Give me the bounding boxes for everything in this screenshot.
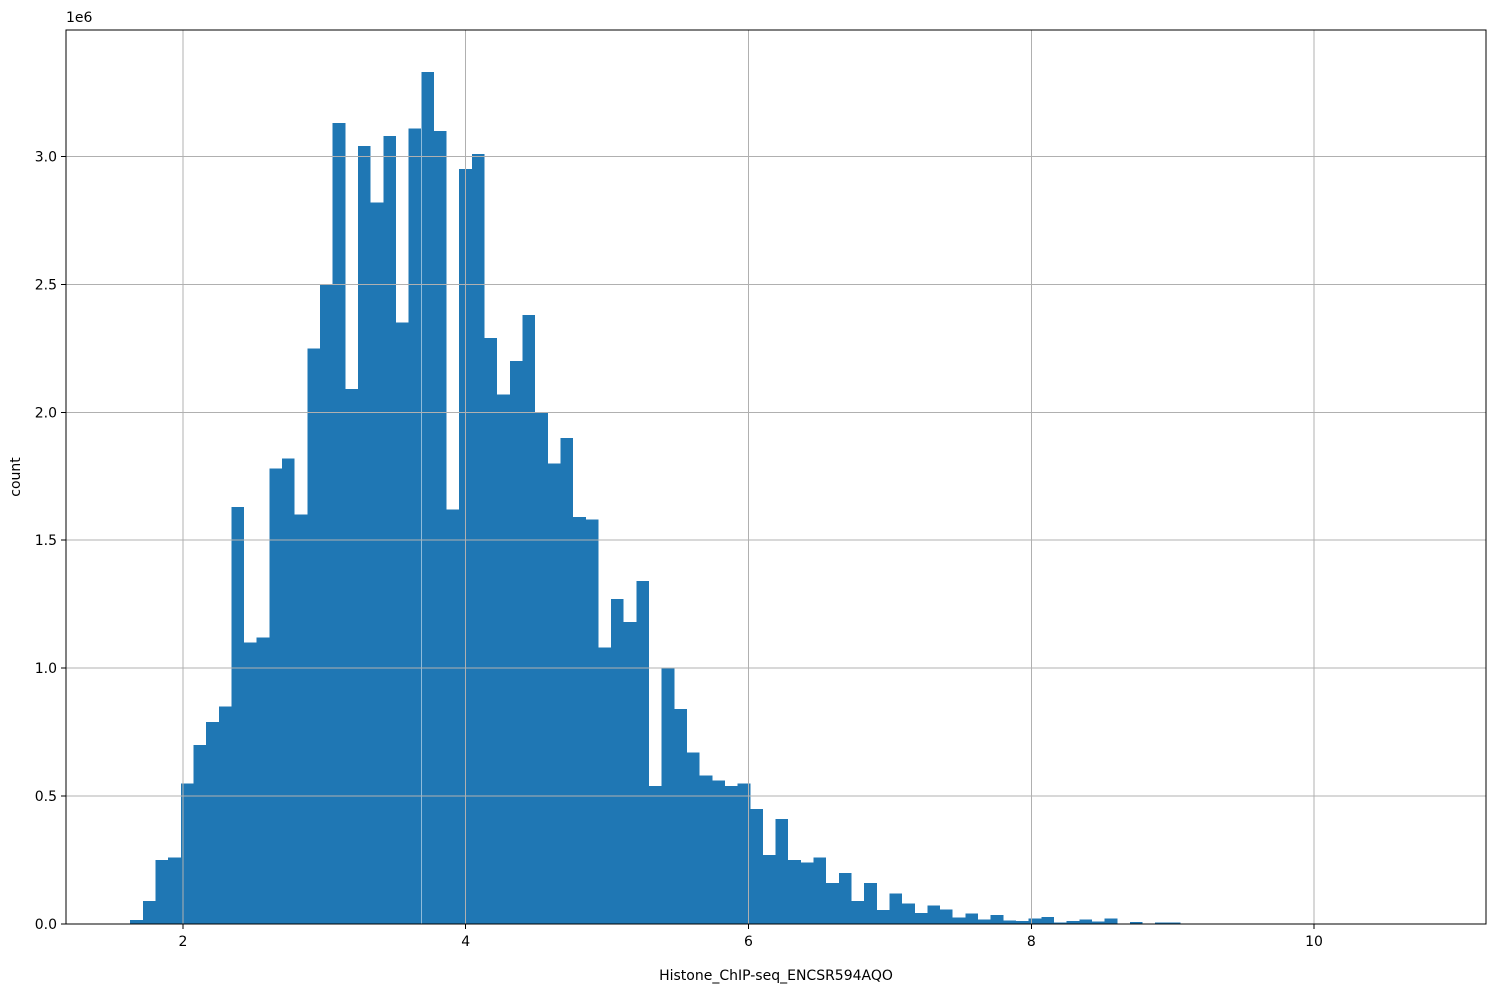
histogram-bar <box>712 780 725 924</box>
histogram-bar <box>927 905 941 924</box>
histogram-bar <box>889 893 903 924</box>
histogram-bar <box>838 872 852 924</box>
histogram-bar <box>345 389 358 924</box>
histogram-bar <box>1079 919 1092 924</box>
histogram-bar <box>294 514 308 924</box>
histogram-bar <box>522 315 536 924</box>
histogram-bar <box>206 721 219 924</box>
histogram-bar <box>978 919 991 924</box>
histogram-bar <box>737 783 751 924</box>
histogram-bar <box>269 468 283 924</box>
histogram-bar <box>902 903 915 924</box>
axis-tick-marks <box>61 155 1315 929</box>
histogram-bar <box>497 394 510 925</box>
histogram-bar <box>471 153 485 925</box>
y-tick-label: 1.0 <box>35 661 57 677</box>
histogram-bar <box>370 202 384 924</box>
histogram-bar <box>1016 921 1029 924</box>
histogram-bar <box>560 437 574 924</box>
histogram-bar <box>231 506 245 924</box>
histogram-bar <box>1028 918 1042 924</box>
histogram-bar <box>585 519 599 924</box>
histogram-bar <box>433 130 447 924</box>
histogram-bar <box>623 622 637 924</box>
histogram-bar <box>914 913 928 924</box>
histogram-bar <box>573 517 586 924</box>
histogram-bar <box>332 123 346 924</box>
histogram-bar <box>383 135 396 924</box>
histogram-bar <box>180 783 194 924</box>
histogram-bar <box>446 509 460 924</box>
x-tick-label: 6 <box>744 934 753 950</box>
histogram-bar <box>1155 922 1168 924</box>
histogram-bar <box>320 284 333 925</box>
histogram-bar <box>547 463 561 924</box>
histogram-bar <box>357 146 371 924</box>
histogram-bar <box>724 785 738 924</box>
histogram-bar <box>395 322 409 925</box>
histogram-bar <box>130 920 143 924</box>
histogram-bar <box>762 854 776 924</box>
y-tick-label: 2.5 <box>35 277 57 293</box>
histogram-bar <box>509 361 523 925</box>
histogram-bar <box>155 860 169 924</box>
histogram-bar <box>1167 922 1181 924</box>
x-tick-label: 2 <box>178 934 187 950</box>
histogram-bar <box>649 785 662 924</box>
x-tick-label: 4 <box>461 934 470 950</box>
histogram-bar <box>876 909 890 924</box>
histogram-bar <box>750 808 763 924</box>
histogram-bar <box>256 637 270 924</box>
histogram-bar <box>1053 922 1067 924</box>
histogram-bar <box>1066 920 1080 924</box>
histogram-bars <box>130 71 1181 925</box>
histogram-bar <box>484 338 498 924</box>
histogram-bar <box>1104 918 1118 924</box>
y-tick-label: 2.0 <box>35 405 57 421</box>
histogram-bar <box>686 752 700 924</box>
y-tick-label: 0.5 <box>35 789 57 805</box>
histogram-bar <box>864 883 877 924</box>
x-tick-label: 8 <box>1027 934 1036 950</box>
histogram-bar <box>1041 916 1054 924</box>
histogram-bar <box>1091 921 1105 924</box>
histogram-bar <box>699 775 713 924</box>
histogram-bar <box>193 744 207 924</box>
histogram-bar <box>800 862 814 924</box>
histogram-bar <box>142 900 156 924</box>
y-tick-label: 3.0 <box>35 149 57 165</box>
y-tick-label: 1.5 <box>35 533 57 549</box>
histogram-bar <box>598 647 612 924</box>
histogram-bar <box>244 642 257 924</box>
histogram-bar <box>990 914 1004 924</box>
histogram-bar <box>826 883 839 924</box>
histogram-bar <box>408 128 422 924</box>
histogram-bar <box>1003 920 1017 924</box>
x-axis-label: Histone_ChIP-seq_ENCSR594AQO <box>659 968 893 984</box>
histogram-bar <box>636 581 650 924</box>
histogram-bar <box>674 709 687 924</box>
y-axis-label: count <box>8 457 24 497</box>
histogram-bar <box>775 819 789 924</box>
histogram-bar <box>965 913 979 924</box>
histogram-bar <box>851 900 865 924</box>
histogram-bar <box>940 909 953 924</box>
axis-tick-labels: 2 4 6 8 10 0.0 0.5 1.0 1.5 2.0 2.5 3.0 <box>35 149 1323 950</box>
y-axis-offset-label: 1e6 <box>66 10 93 26</box>
histogram-bar <box>1129 921 1143 924</box>
y-tick-label: 0.0 <box>35 917 57 933</box>
axes-border <box>65 29 1487 925</box>
histogram-bar <box>611 599 624 924</box>
histogram-bar <box>218 706 232 924</box>
histogram-bar <box>282 458 295 924</box>
x-tick-label: 10 <box>1305 934 1323 950</box>
histogram-bar <box>168 857 181 924</box>
histogram-bar <box>421 71 434 924</box>
histogram-bar <box>307 348 321 924</box>
histogram-bar <box>813 857 827 924</box>
histogram-bar <box>952 917 966 924</box>
histogram-bar <box>788 860 801 924</box>
